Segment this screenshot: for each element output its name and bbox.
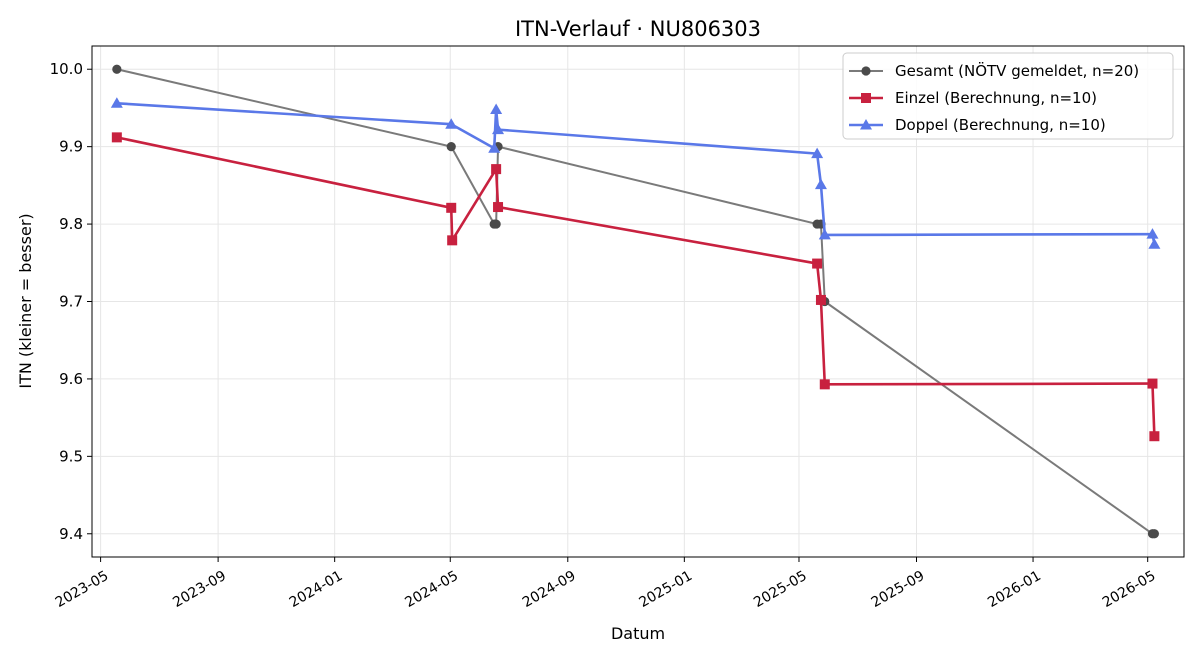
data-point-series-2 xyxy=(445,118,458,129)
y-tick-label: 9.8 xyxy=(59,215,83,233)
data-point-series-1 xyxy=(493,202,504,213)
data-point-series-0 xyxy=(112,64,122,74)
y-tick-label: 9.4 xyxy=(59,525,83,543)
data-point-series-1 xyxy=(446,202,457,213)
data-point-series-2 xyxy=(492,123,505,135)
x-axis-label: Datum xyxy=(611,624,665,643)
chart-title: ITN-Verlauf · NU806303 xyxy=(515,17,761,41)
legend-box xyxy=(842,52,1174,140)
data-point-series-2 xyxy=(811,147,824,159)
data-point-series-1 xyxy=(1149,431,1160,442)
y-tick-label: 10.0 xyxy=(50,60,83,78)
data-point-series-2 xyxy=(488,142,501,153)
data-point-series-1 xyxy=(447,235,458,246)
data-point-series-2 xyxy=(110,97,123,108)
legend-label: Gesamt (NÖTV gemeldet, n=20) xyxy=(895,61,1139,80)
data-point-series-1 xyxy=(1147,378,1158,389)
data-point-series-0 xyxy=(1149,529,1159,539)
series-line-0 xyxy=(115,68,1156,535)
series-2 xyxy=(110,97,1161,249)
y-axis-label: ITN (kleiner = besser) xyxy=(16,213,35,388)
series-line-1 xyxy=(115,136,1156,438)
data-point-series-2 xyxy=(818,228,831,240)
legend-label: Einzel (Berechnung, n=10) xyxy=(895,89,1097,107)
series-1 xyxy=(111,132,1160,442)
y-tick-label: 9.9 xyxy=(59,138,83,156)
legend-label: Doppel (Berechnung, n=10) xyxy=(895,116,1106,134)
series-layer xyxy=(110,64,1161,539)
y-tick-label: 9.7 xyxy=(59,293,83,311)
data-point-series-2 xyxy=(490,103,503,114)
y-tick-label: 9.6 xyxy=(59,370,83,388)
legend-marker xyxy=(861,66,871,76)
data-point-series-2 xyxy=(1146,228,1159,239)
data-point-series-1 xyxy=(111,132,122,143)
data-point-series-0 xyxy=(446,142,456,152)
series-line-2 xyxy=(115,101,1156,246)
data-point-series-2 xyxy=(1148,238,1161,249)
data-point-series-2 xyxy=(814,178,827,190)
legend-marker xyxy=(860,119,872,130)
data-point-series-1 xyxy=(812,258,823,269)
legend-marker xyxy=(861,93,871,103)
legend: Gesamt (NÖTV gemeldet, n=20) Einzel (Bere… xyxy=(842,52,1174,140)
data-point-series-1 xyxy=(815,294,826,305)
data-point-series-1 xyxy=(491,164,502,175)
y-tick-label: 9.5 xyxy=(59,447,83,465)
data-point-series-1 xyxy=(819,379,830,390)
data-point-series-0 xyxy=(491,219,501,229)
